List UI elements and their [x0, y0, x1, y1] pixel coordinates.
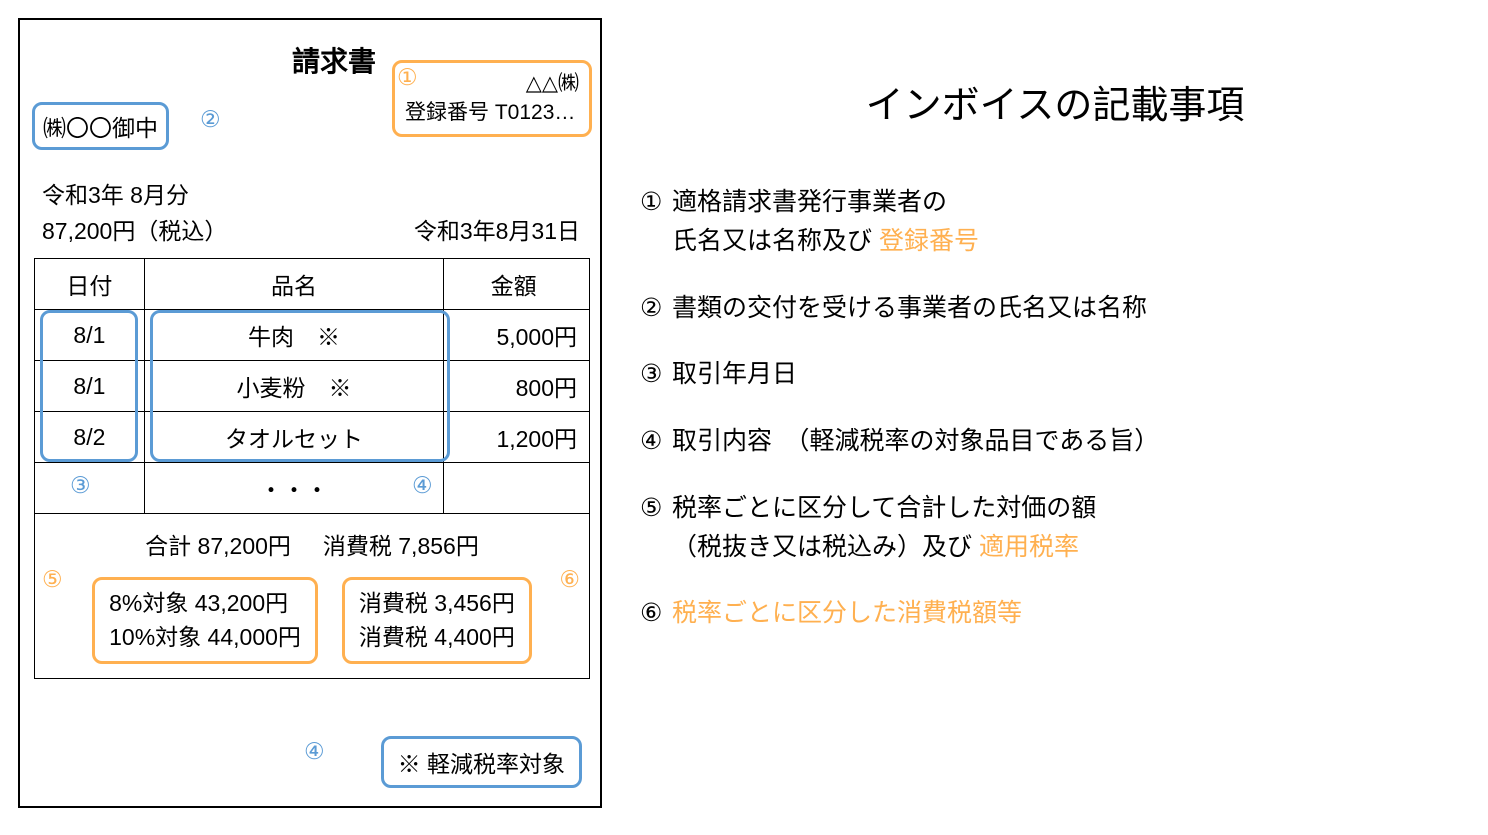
total-incl-text: 87,200円（税込） — [42, 212, 227, 246]
summary-totals: 合計 87,200円 消費税 7,856円 — [45, 528, 579, 565]
legend-panel: インボイスの記載事項 ①適格請求書発行事業者の 氏名又は名称及び 登録番号 ②書… — [640, 20, 1470, 661]
marker-6-icon: ⑥ — [559, 566, 580, 593]
legend-num: ③ — [640, 355, 672, 394]
issuer-box: △△㈱ 登録番号 T0123… — [392, 60, 592, 137]
marker-3-icon: ③ — [70, 472, 91, 499]
recipient-box: ㈱〇〇御中 — [32, 102, 169, 150]
legend-num: ⑤ — [640, 489, 672, 528]
rate-10-line: 10%対象 44,000円 — [109, 620, 301, 655]
legend-text-line2: （税抜き又は税込み）及び 適用税率 — [640, 528, 1470, 567]
cell-amount: 800円 — [444, 361, 590, 412]
legend-num: ⑥ — [640, 594, 672, 633]
legend-num: ④ — [640, 422, 672, 461]
tax-group-amounts: 消費税 3,456円 消費税 4,400円 — [342, 577, 532, 664]
marker-4b-icon: ④ — [304, 738, 325, 765]
summary-total: 合計 87,200円 — [145, 533, 291, 559]
invoice-title: 請求書 — [292, 40, 376, 80]
legend-highlight: 登録番号 — [879, 227, 979, 255]
th-date: 日付 — [35, 259, 145, 310]
legend-item-3: ③取引年月日 — [640, 355, 1470, 394]
tax-group-rates: 8%対象 43,200円 10%対象 44,000円 — [92, 577, 318, 664]
cell-amount: 5,000円 — [444, 310, 590, 361]
legend-item-6: ⑥税率ごとに区分した消費税額等 — [640, 594, 1470, 633]
tax-8-line: 消費税 3,456円 — [359, 586, 515, 621]
legend-item-1: ①適格請求書発行事業者の 氏名又は名称及び 登録番号 — [640, 183, 1470, 261]
marker-5-icon: ⑤ — [42, 566, 63, 593]
legend-highlight: 税率ごとに区分した消費税額等 — [672, 599, 1022, 627]
cell-amount: 1,200円 — [444, 412, 590, 463]
issue-date-text: 令和3年8月31日 — [414, 212, 580, 246]
cell-ellipsis-dots: ・・・ — [144, 463, 443, 514]
tax-breakdown: 8%対象 43,200円 10%対象 44,000円 消費税 3,456円 消費… — [45, 577, 579, 664]
legend-title: インボイスの記載事項 — [640, 74, 1470, 129]
tax-10-line: 消費税 4,400円 — [359, 620, 515, 655]
legend-num: ② — [640, 289, 672, 328]
th-amount: 金額 — [444, 259, 590, 310]
legend-text: 取引年月日 — [672, 360, 797, 388]
th-item: 品名 — [144, 259, 443, 310]
cell-ellipsis — [444, 463, 590, 514]
legend-highlight: 適用税率 — [979, 533, 1079, 561]
invoice-panel: 請求書 △△㈱ 登録番号 T0123… ① ㈱〇〇御中 ② 令和3年 8月分 8… — [18, 18, 602, 808]
cell-date: 8/1 — [35, 361, 145, 412]
legend-item-4: ④取引内容 （軽減税率の対象品目である旨） — [640, 422, 1470, 461]
period-text: 令和3年 8月分 — [42, 176, 189, 210]
cell-item: 牛肉 ※ — [144, 310, 443, 361]
legend-item-5: ⑤税率ごとに区分して合計した対価の額 （税抜き又は税込み）及び 適用税率 — [640, 489, 1470, 567]
marker-2-icon: ② — [200, 106, 221, 133]
cell-date: 8/1 — [35, 310, 145, 361]
marker-4-icon: ④ — [412, 472, 433, 499]
cell-item: 小麦粉 ※ — [144, 361, 443, 412]
item-table: 日付 品名 金額 8/1 牛肉 ※ 5,000円 8/1 小麦粉 ※ 800円 … — [34, 258, 590, 679]
legend-list: ①適格請求書発行事業者の 氏名又は名称及び 登録番号 ②書類の交付を受ける事業者… — [640, 183, 1470, 633]
legend-text: 税率ごとに区分して合計した対価の額 — [672, 494, 1096, 522]
cell-date: 8/2 — [35, 412, 145, 463]
cell-item: タオルセット — [144, 412, 443, 463]
marker-1-icon: ① — [397, 64, 418, 91]
legend-text: 適格請求書発行事業者の — [672, 188, 947, 216]
summary-tax: 消費税 7,856円 — [323, 533, 479, 559]
rate-8-line: 8%対象 43,200円 — [109, 586, 301, 621]
legend-num: ① — [640, 183, 672, 222]
legend-text: 取引内容 （軽減税率の対象品目である旨） — [672, 427, 1159, 455]
legend-text-line2: 氏名又は名称及び 登録番号 — [640, 222, 1470, 261]
summary-cell: 合計 87,200円 消費税 7,856円 8%対象 43,200円 10%対象… — [35, 514, 590, 679]
issuer-reg-number: 登録番号 T0123… — [405, 101, 575, 124]
footnote-box: ※ 軽減税率対象 — [381, 736, 582, 788]
issuer-name: △△㈱ — [405, 69, 579, 98]
legend-item-2: ②書類の交付を受ける事業者の氏名又は名称 — [640, 289, 1470, 328]
legend-text: 書類の交付を受ける事業者の氏名又は名称 — [672, 294, 1147, 322]
